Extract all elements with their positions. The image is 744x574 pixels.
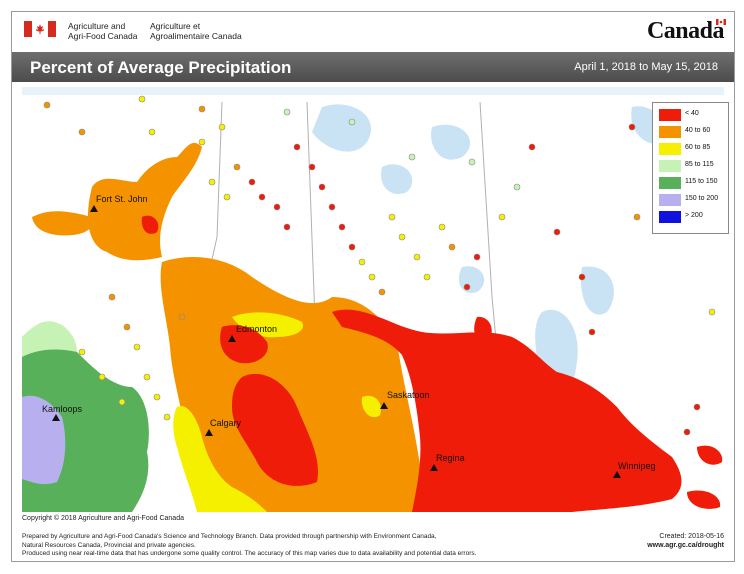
canada-wordmark: Canada <box>646 18 726 45</box>
legend-item-60-85: 60 to 85 <box>659 143 729 156</box>
wordmark-flag-icon <box>716 19 726 25</box>
city-kamloops: Kamloops <box>42 404 83 421</box>
legend-item-150-200: 150 to 200 <box>659 194 729 207</box>
org-name-french: Agriculture et Agroalimentaire Canada <box>150 21 242 41</box>
org-en-line1: Agriculture and <box>68 21 126 31</box>
city-calgary: Calgary <box>205 418 242 436</box>
city-label: Regina <box>436 453 465 463</box>
org-name-english: Agriculture and Agri-Food Canada <box>68 21 137 41</box>
legend-item-115-150: 115 to 150 <box>659 177 729 190</box>
zone-85-115-bc <box>22 321 77 357</box>
source-url: www.agr.gc.ca/drought <box>647 541 724 549</box>
legend-label: 115 to 150 <box>685 178 718 185</box>
wordmark-text: Canada <box>646 18 725 44</box>
legend-swatch <box>659 211 681 223</box>
city-label: Saskatoon <box>387 390 430 400</box>
legend-label: 150 to 200 <box>685 195 719 202</box>
city-label: Edmonton <box>236 324 277 334</box>
city-label: Calgary <box>210 418 242 428</box>
footer-line1: Prepared by Agriculture and Agri-Food Ca… <box>22 533 437 540</box>
legend-swatch <box>659 109 681 121</box>
map-frame: Agriculture and Agri-Food Canada Agricul… <box>11 11 735 562</box>
footer-notes: Prepared by Agriculture and Agri-Food Ca… <box>22 533 622 559</box>
org-en-line2: Agri-Food Canada <box>68 31 138 41</box>
legend-swatch <box>659 143 681 155</box>
footer-line2: Natural Resources Canada, Provincial and… <box>22 541 196 549</box>
legend-swatch <box>659 177 681 189</box>
created-info: Created: 2018-05-16 www.agr.gc.ca/drough… <box>647 533 724 550</box>
title-bar: Percent of Average Precipitation April 1… <box>12 52 734 82</box>
zone-below-40 <box>141 215 723 512</box>
copyright: Copyright © 2018 Agriculture and Agri-Fo… <box>22 515 184 522</box>
city-fort-st-john: Fort St. John <box>90 194 148 212</box>
legend-swatch <box>659 194 681 206</box>
legend-label: 40 to 60 <box>685 127 711 134</box>
city-edmonton: Edmonton <box>228 324 277 342</box>
legend-item-85-115: 85 to 115 <box>659 160 729 173</box>
org-fr-line2: Agroalimentaire Canada <box>150 31 242 41</box>
city-regina: Regina <box>430 453 465 471</box>
city-markers: Fort St. John Edmonton Kamloops Calgary … <box>42 194 656 478</box>
city-saskatoon: Saskatoon <box>380 390 430 409</box>
legend-item-40-60: 40 to 60 <box>659 126 729 139</box>
header: Agriculture and Agri-Food Canada Agricul… <box>12 12 734 52</box>
legend-label: 85 to 115 <box>685 161 714 168</box>
legend-label: < 40 <box>685 110 699 117</box>
legend-label: > 200 <box>685 212 703 219</box>
city-label: Winnipeg <box>618 461 656 471</box>
footer-line3: Produced using near real-time data that … <box>22 550 477 557</box>
legend-item-gt200: > 200 <box>659 211 729 224</box>
legend-swatch <box>659 160 681 172</box>
legend-label: 60 to 85 <box>685 144 711 151</box>
date-range: April 1, 2018 to May 15, 2018 <box>574 61 718 73</box>
org-fr-line1: Agriculture et <box>150 21 201 31</box>
city-label: Kamloops <box>42 404 83 414</box>
map-title: Percent of Average Precipitation <box>30 58 292 77</box>
station-dots <box>43 95 716 436</box>
canada-flag-icon <box>24 21 56 37</box>
precipitation-map: Fort St. John Edmonton Kamloops Calgary … <box>22 87 724 512</box>
city-winnipeg: Winnipeg <box>613 461 656 478</box>
legend-item-lt40: < 40 <box>659 109 729 122</box>
created-date: Created: 2018-05-16 <box>659 533 724 540</box>
map-canvas: Fort St. John Edmonton Kamloops Calgary … <box>22 87 724 512</box>
legend: < 40 40 to 60 60 to 85 85 to 115 115 to … <box>652 102 729 234</box>
legend-swatch <box>659 126 681 138</box>
city-label: Fort St. John <box>96 194 148 204</box>
